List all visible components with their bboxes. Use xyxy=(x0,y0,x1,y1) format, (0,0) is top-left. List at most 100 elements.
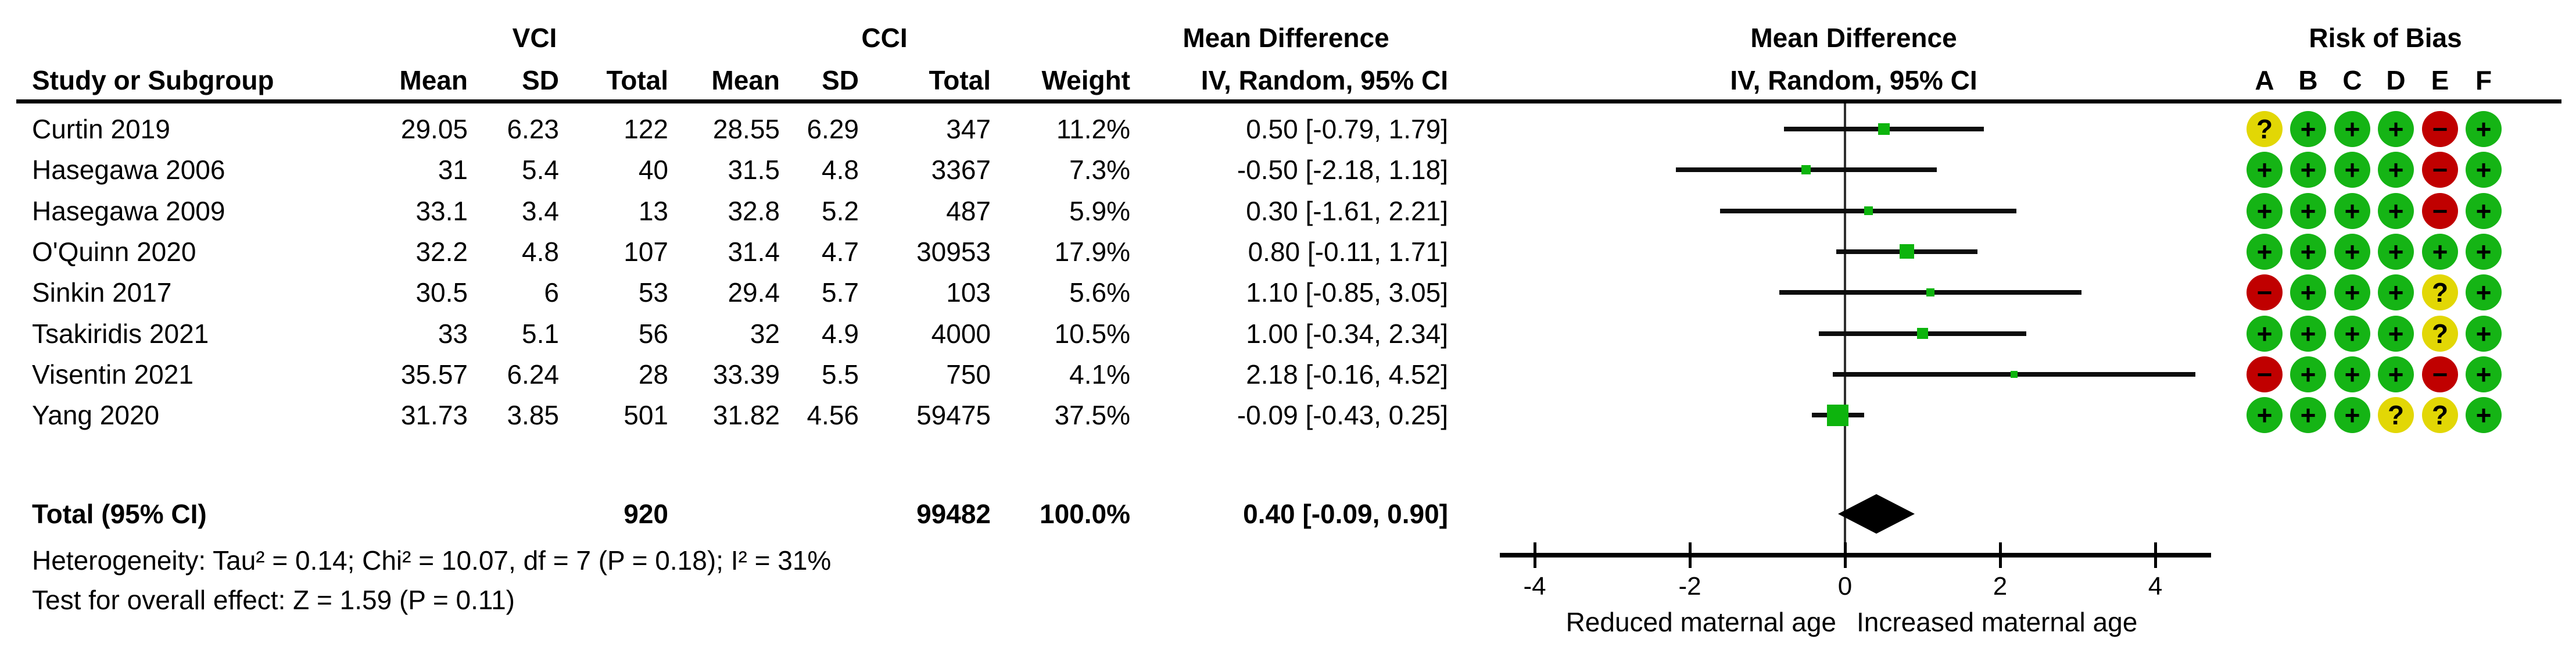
effect-square xyxy=(1827,404,1849,426)
axis-tick-label: 4 xyxy=(2148,572,2163,601)
cci-total: 30953 xyxy=(916,236,991,267)
study-name: Visentin 2021 xyxy=(32,359,194,389)
rob-low-risk-icon: + xyxy=(2247,397,2283,434)
md-plot-column-title: Mean Difference xyxy=(1750,23,1957,53)
cci-sd: 5.5 xyxy=(822,359,859,389)
rob-low-risk-icon: + xyxy=(2290,192,2326,229)
heterogeneity-stats: Heterogeneity: Tau² = 0.14; Chi² = 10.07… xyxy=(32,545,832,576)
study-name: Sinkin 2017 xyxy=(32,277,172,308)
rob-low-risk-icon: + xyxy=(2290,152,2326,188)
cci-sd: 5.7 xyxy=(822,277,859,308)
effect-square xyxy=(2011,370,2018,378)
ci-text: 1.10 [-0.85, 3.05] xyxy=(1246,277,1448,308)
header-divider-rule xyxy=(16,99,2561,103)
cci-total: 59475 xyxy=(916,400,991,431)
cci-mean: 28.55 xyxy=(712,114,780,144)
vci-mean: 33.1 xyxy=(415,195,468,226)
cci-total: 103 xyxy=(946,277,991,308)
rob-high-risk-icon: − xyxy=(2422,356,2458,392)
vci-total: 107 xyxy=(624,236,668,267)
rob-unclear-risk-icon: ? xyxy=(2378,397,2414,434)
rob-high-risk-icon: − xyxy=(2247,274,2283,311)
cci-sd: 4.56 xyxy=(807,400,859,431)
rob-unclear-risk-icon: ? xyxy=(2422,315,2458,352)
vci-sd: 3.85 xyxy=(507,400,559,431)
rob-low-risk-icon: + xyxy=(2334,397,2370,434)
rob-low-risk-icon: + xyxy=(2290,356,2326,392)
rob-low-risk-icon: + xyxy=(2247,152,2283,188)
vci-mean: 32.2 xyxy=(415,236,468,267)
cci-sd: 4.9 xyxy=(822,318,859,349)
rob-low-risk-icon: + xyxy=(2466,356,2502,392)
ci-text: -0.50 [-2.18, 1.18] xyxy=(1237,155,1448,185)
cci-total: 750 xyxy=(946,359,991,389)
rob-low-risk-icon: + xyxy=(2466,274,2502,311)
vci-mean: 29.05 xyxy=(400,114,468,144)
x-axis-line xyxy=(1500,553,2211,557)
cci-mean: 31.5 xyxy=(728,155,780,185)
axis-tick-label: -4 xyxy=(1523,572,1546,601)
rob-low-risk-icon: + xyxy=(2247,233,2283,270)
vci-mean: 35.57 xyxy=(400,359,468,389)
md-plot-column-subtitle: IV, Random, 95% CI xyxy=(1730,65,1977,95)
cci-mean-header: Mean xyxy=(711,65,780,95)
vci-total: 53 xyxy=(638,277,668,308)
axis-tick xyxy=(2154,542,2157,568)
vci-mean-header: Mean xyxy=(399,65,468,95)
rob-low-risk-icon: + xyxy=(2466,397,2502,434)
rob-low-risk-icon: + xyxy=(2334,274,2370,311)
rob-unclear-risk-icon: ? xyxy=(2422,397,2458,434)
cci-total: 487 xyxy=(946,195,991,226)
cci-mean: 31.82 xyxy=(712,400,780,431)
vci-mean: 30.5 xyxy=(415,277,468,308)
vci-total: 13 xyxy=(638,195,668,226)
cci-sd: 6.29 xyxy=(807,114,859,144)
ci-text: 0.80 [-0.11, 1.71] xyxy=(1248,236,1448,267)
vci-total: 28 xyxy=(638,359,668,389)
total-ci-text: 0.40 [-0.09, 0.90] xyxy=(1243,499,1448,529)
rob-column-letter: E xyxy=(2431,65,2449,95)
rob-low-risk-icon: + xyxy=(2378,274,2414,311)
rob-column-letter: F xyxy=(2475,65,2492,95)
vci-mean: 31.73 xyxy=(400,400,468,431)
ci-text: 1.00 [-0.34, 2.34] xyxy=(1246,318,1448,349)
study-column-header: Study or Subgroup xyxy=(32,65,274,95)
rob-low-risk-icon: + xyxy=(2378,315,2414,352)
total-row-label: Total (95% CI) xyxy=(32,499,207,529)
weight: 5.6% xyxy=(1069,277,1130,308)
total-cci-n: 99482 xyxy=(916,499,991,529)
total-weight: 100.0% xyxy=(1039,499,1130,529)
vci-sd: 6.23 xyxy=(507,114,559,144)
rob-low-risk-icon: + xyxy=(2247,192,2283,229)
cci-sd-header: SD xyxy=(822,65,859,95)
ci-text: 0.50 [-0.79, 1.79] xyxy=(1246,114,1448,144)
vci-total: 40 xyxy=(638,155,668,185)
rob-column-letter: D xyxy=(2386,65,2406,95)
rob-low-risk-icon: + xyxy=(2334,315,2370,352)
cci-mean: 32 xyxy=(750,318,780,349)
cci-total-header: Total xyxy=(929,65,991,95)
rob-low-risk-icon: + xyxy=(2466,152,2502,188)
rob-high-risk-icon: − xyxy=(2422,111,2458,147)
study-name: O'Quinn 2020 xyxy=(32,236,196,267)
vci-sd: 6.24 xyxy=(507,359,559,389)
vci-mean: 31 xyxy=(438,155,468,185)
vci-sd-header: SD xyxy=(522,65,559,95)
zero-effect-line xyxy=(1844,103,1846,555)
weight: 4.1% xyxy=(1069,359,1130,389)
rob-column-letter: B xyxy=(2298,65,2318,95)
axis-label-left: Reduced maternal age xyxy=(1565,607,1836,637)
rob-low-risk-icon: + xyxy=(2378,192,2414,229)
weight: 11.2% xyxy=(1056,114,1130,144)
rob-low-risk-icon: + xyxy=(2422,233,2458,270)
vci-sd: 3.4 xyxy=(522,195,559,226)
effect-square xyxy=(1900,244,1915,259)
rob-low-risk-icon: + xyxy=(2290,274,2326,311)
effect-square xyxy=(1878,123,1890,135)
weight: 5.9% xyxy=(1069,195,1130,226)
rob-low-risk-icon: + xyxy=(2290,315,2326,352)
weight: 17.9% xyxy=(1054,236,1130,267)
effect-square xyxy=(1864,206,1873,216)
rob-high-risk-icon: − xyxy=(2247,356,2283,392)
